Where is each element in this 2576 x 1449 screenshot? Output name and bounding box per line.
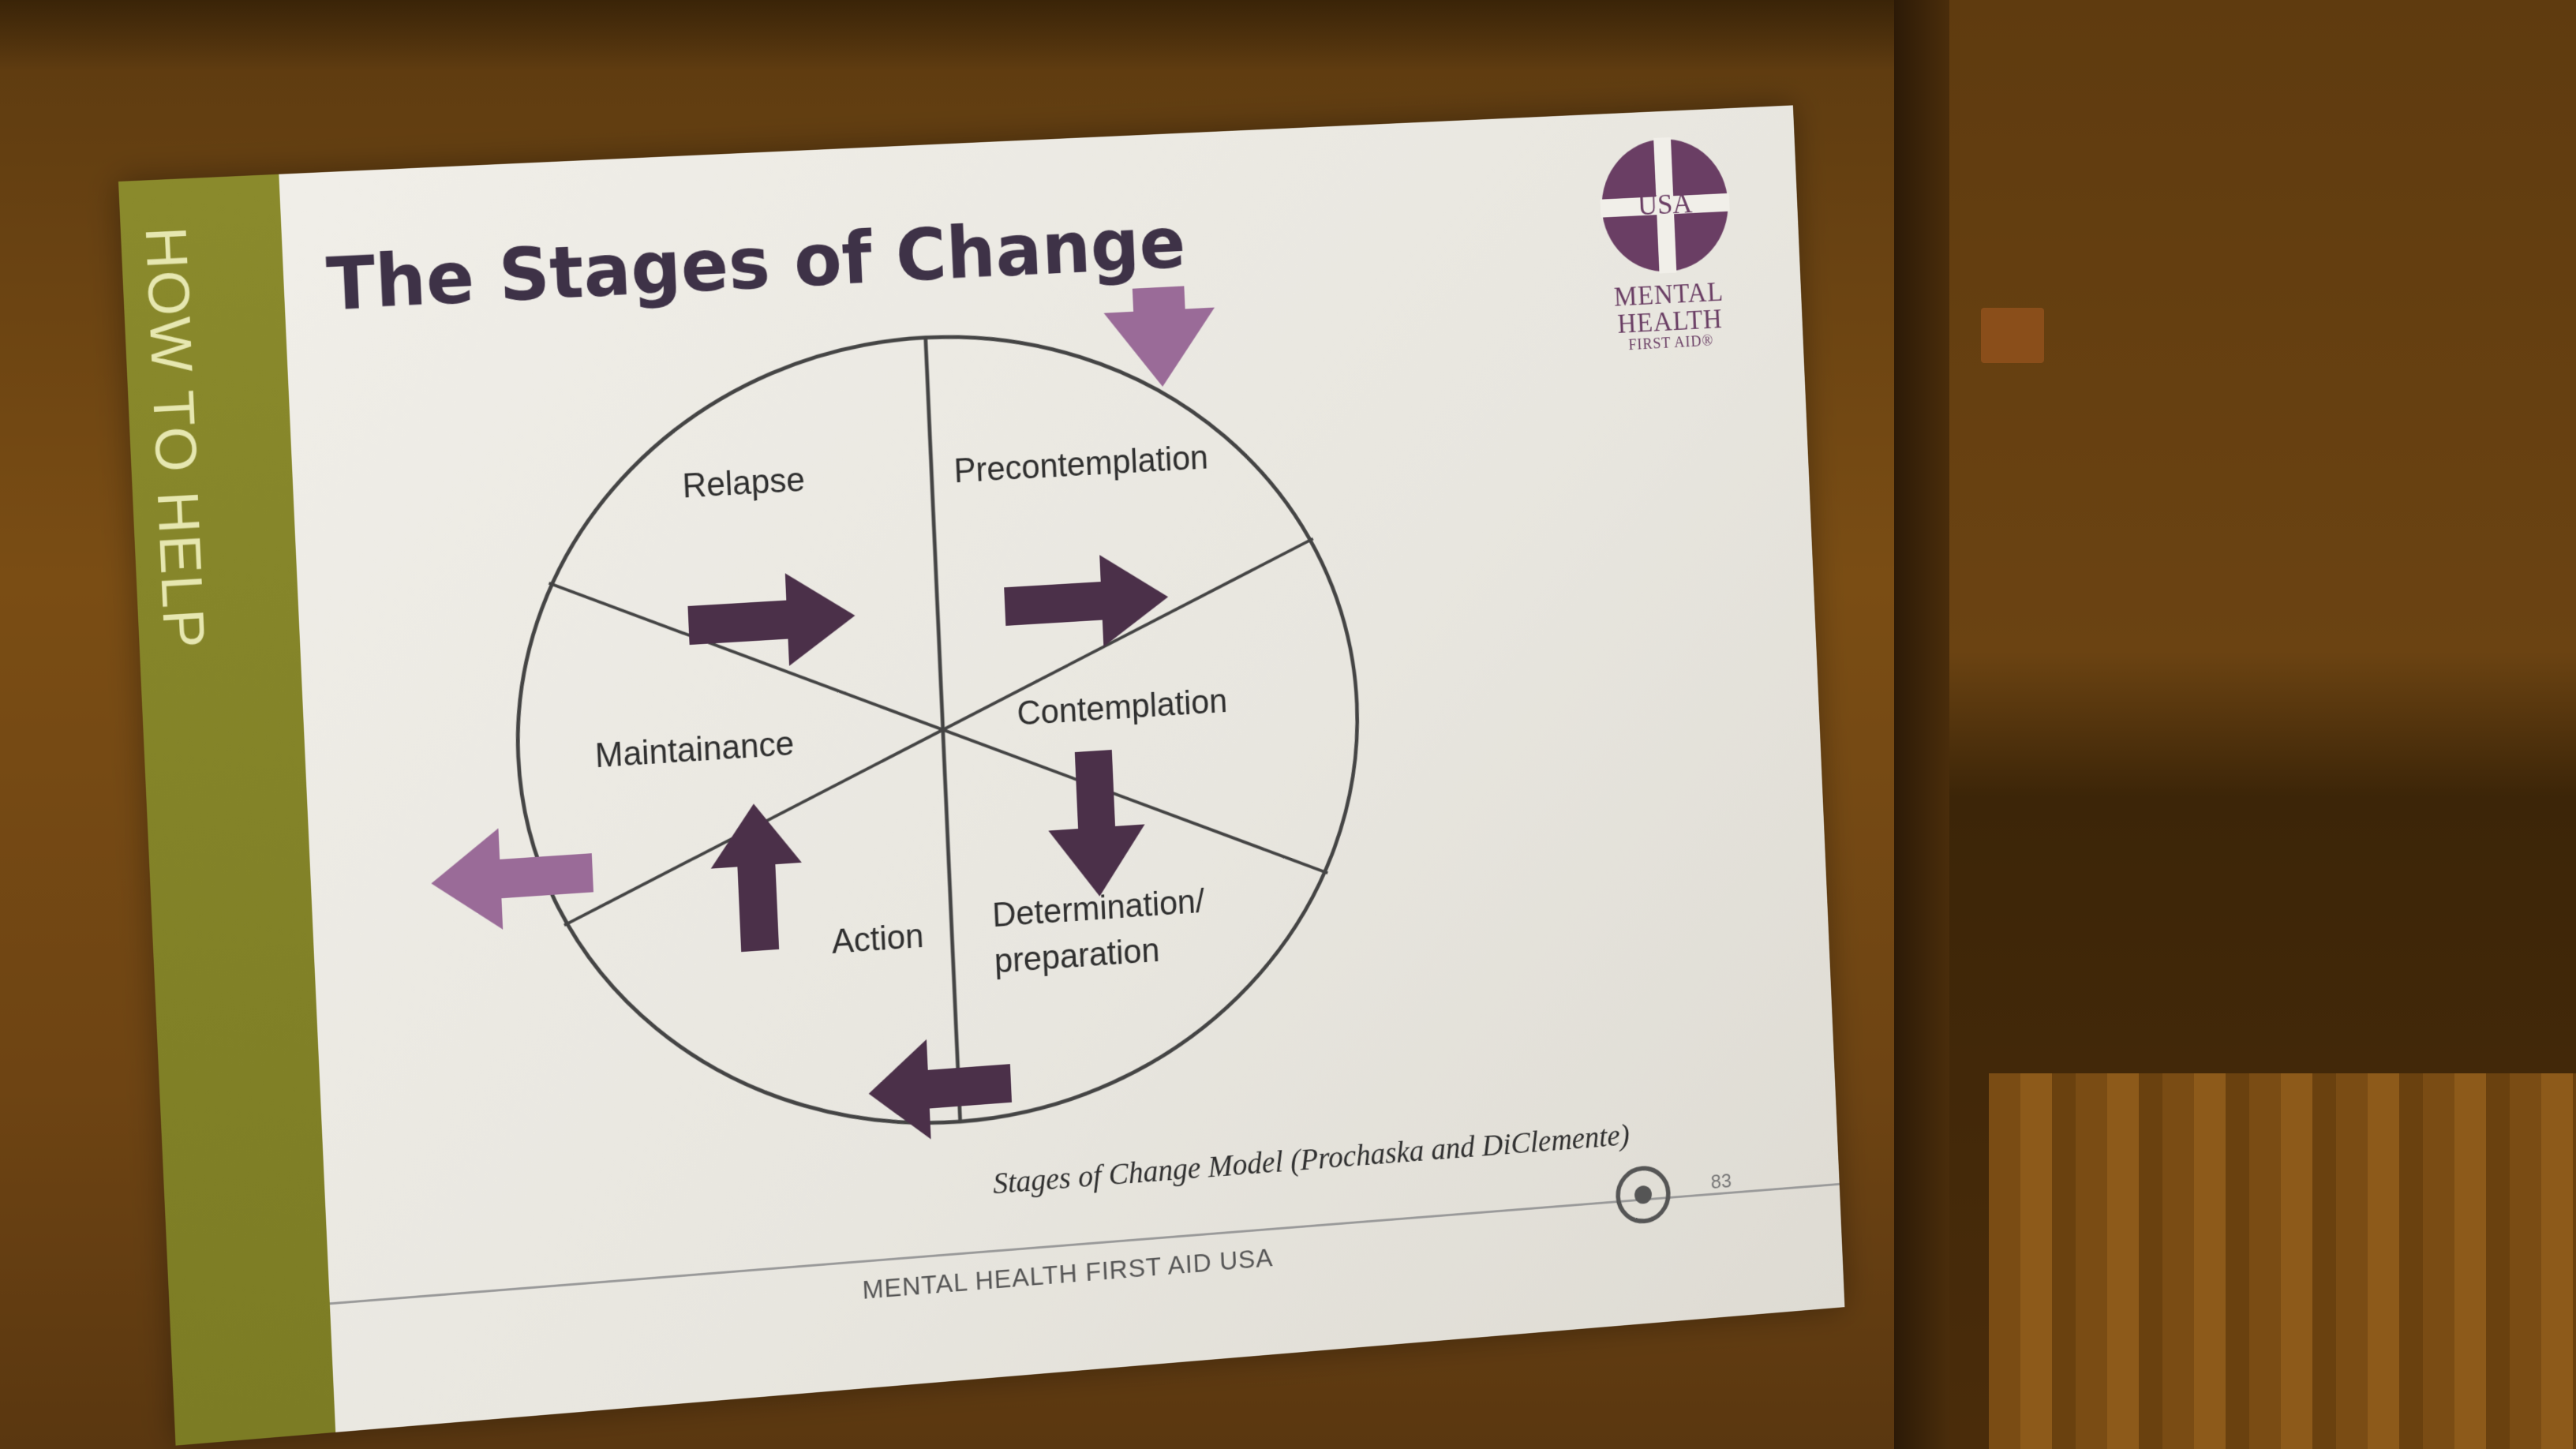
- footer-logo-icon: [1609, 1159, 1677, 1231]
- stage-label-maintenance: Maintainance: [594, 724, 795, 775]
- logo-cross-icon: USA: [1586, 130, 1743, 280]
- curtain: [1989, 1073, 2576, 1449]
- stage-label-preparation: preparation: [994, 931, 1161, 980]
- page-number: 83: [1710, 1169, 1732, 1194]
- determination-to-action-arrow-icon: [867, 1033, 1013, 1144]
- stage-label-relapse: Relapse: [682, 461, 806, 506]
- action-to-maintenance-arrow-icon: [708, 801, 805, 954]
- exit-arrow-icon: [429, 822, 595, 934]
- stage-label-contemplation: Contemplation: [1017, 682, 1228, 732]
- wall-outlet: [1981, 308, 2044, 363]
- screen-frame: [1894, 0, 1949, 1449]
- slide-sidebar: HOW TO HELP: [118, 174, 335, 1446]
- logo-usa-text: USA: [1637, 188, 1693, 222]
- footer-text: MENTAL HEALTH FIRST AID USA: [862, 1243, 1274, 1305]
- stage-label-precontemplation: Precontemplation: [953, 439, 1209, 490]
- contemplation-to-determination-arrow-icon: [1045, 748, 1148, 900]
- sidebar-label: HOW TO HELP: [133, 225, 219, 651]
- relapse-to-precontemplation-arrow-icon: [687, 569, 857, 672]
- projected-slide: HOW TO HELP The Stages of Change USA MEN…: [118, 105, 1844, 1445]
- mhfa-logo: USA MENTAL HEALTH FIRST AID®: [1586, 130, 1747, 363]
- stage-label-action: Action: [831, 917, 925, 961]
- stages-of-change-diagram: Relapse Precontemplation Contemplation D…: [375, 270, 1537, 1264]
- precontemplation-to-contemplation-arrow-icon: [1003, 551, 1170, 653]
- logo-line-2: HEALTH: [1594, 304, 1746, 339]
